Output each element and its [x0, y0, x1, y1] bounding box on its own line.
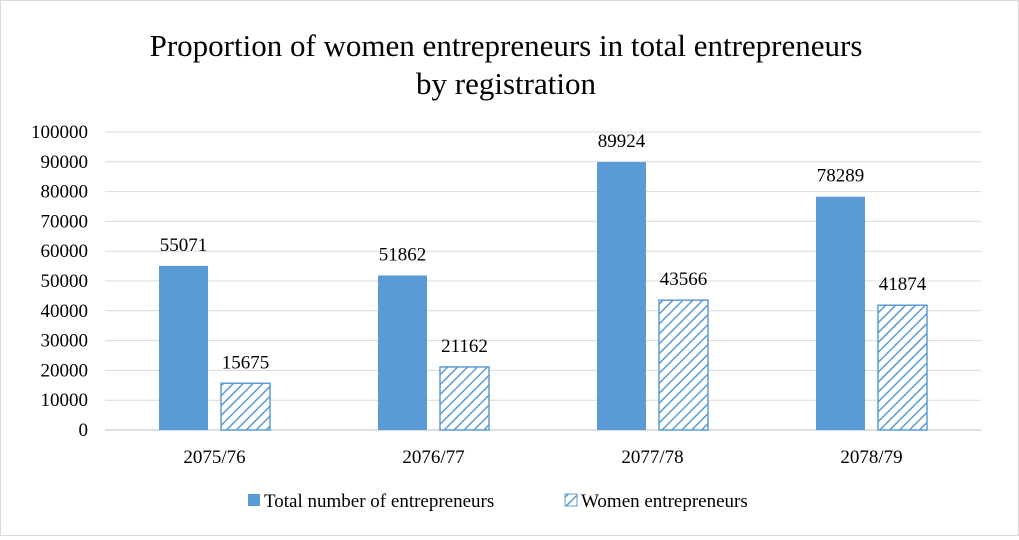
bar-women-entrepreneurs	[658, 299, 709, 431]
bar-women-entrepreneurs	[439, 366, 490, 431]
x-tick-label: 2078/79	[840, 447, 902, 468]
x-tick-label: 2077/78	[621, 447, 683, 468]
legend-label: Women entrepreneurs	[581, 491, 748, 512]
y-tick-label: 90000	[41, 152, 89, 173]
bar-total-entrepreneurs	[597, 162, 646, 430]
data-label: 55071	[160, 235, 208, 256]
y-tick-label: 80000	[41, 182, 89, 203]
data-label: 43566	[660, 269, 708, 290]
bar-women-entrepreneurs	[877, 304, 928, 431]
y-tick-label: 10000	[41, 390, 89, 411]
bar-total-entrepreneurs	[816, 196, 865, 430]
bar-total-entrepreneurs	[378, 275, 427, 430]
legend-swatch-women-entrepreneurs	[564, 493, 578, 507]
chart-title-line-2: by registration	[416, 66, 596, 101]
data-label: 15675	[222, 352, 270, 373]
y-tick-label: 30000	[41, 331, 89, 352]
y-tick-label: 0	[79, 420, 89, 441]
data-label: 89924	[598, 131, 646, 152]
data-label: 21162	[441, 336, 488, 357]
data-label: 41874	[879, 274, 927, 295]
legend-swatch-total-entrepreneurs	[248, 494, 260, 506]
x-tick-label: 2075/76	[183, 447, 245, 468]
y-tick-label: 50000	[41, 271, 89, 292]
bar-total-entrepreneurs	[159, 265, 208, 430]
data-label: 78289	[817, 166, 865, 187]
chart-title-line-1: Proportion of women entrepreneurs in tot…	[150, 28, 863, 63]
y-tick-label: 70000	[41, 211, 89, 232]
y-tick-label: 100000	[31, 122, 88, 143]
legend-label: Total number of entrepreneurs	[264, 491, 494, 512]
data-label: 51862	[379, 244, 427, 265]
bar-women-entrepreneurs	[220, 382, 271, 431]
y-tick-label: 20000	[41, 360, 89, 381]
y-tick-label: 40000	[41, 301, 89, 322]
x-tick-label: 2076/77	[402, 447, 464, 468]
y-tick-label: 60000	[41, 241, 89, 262]
